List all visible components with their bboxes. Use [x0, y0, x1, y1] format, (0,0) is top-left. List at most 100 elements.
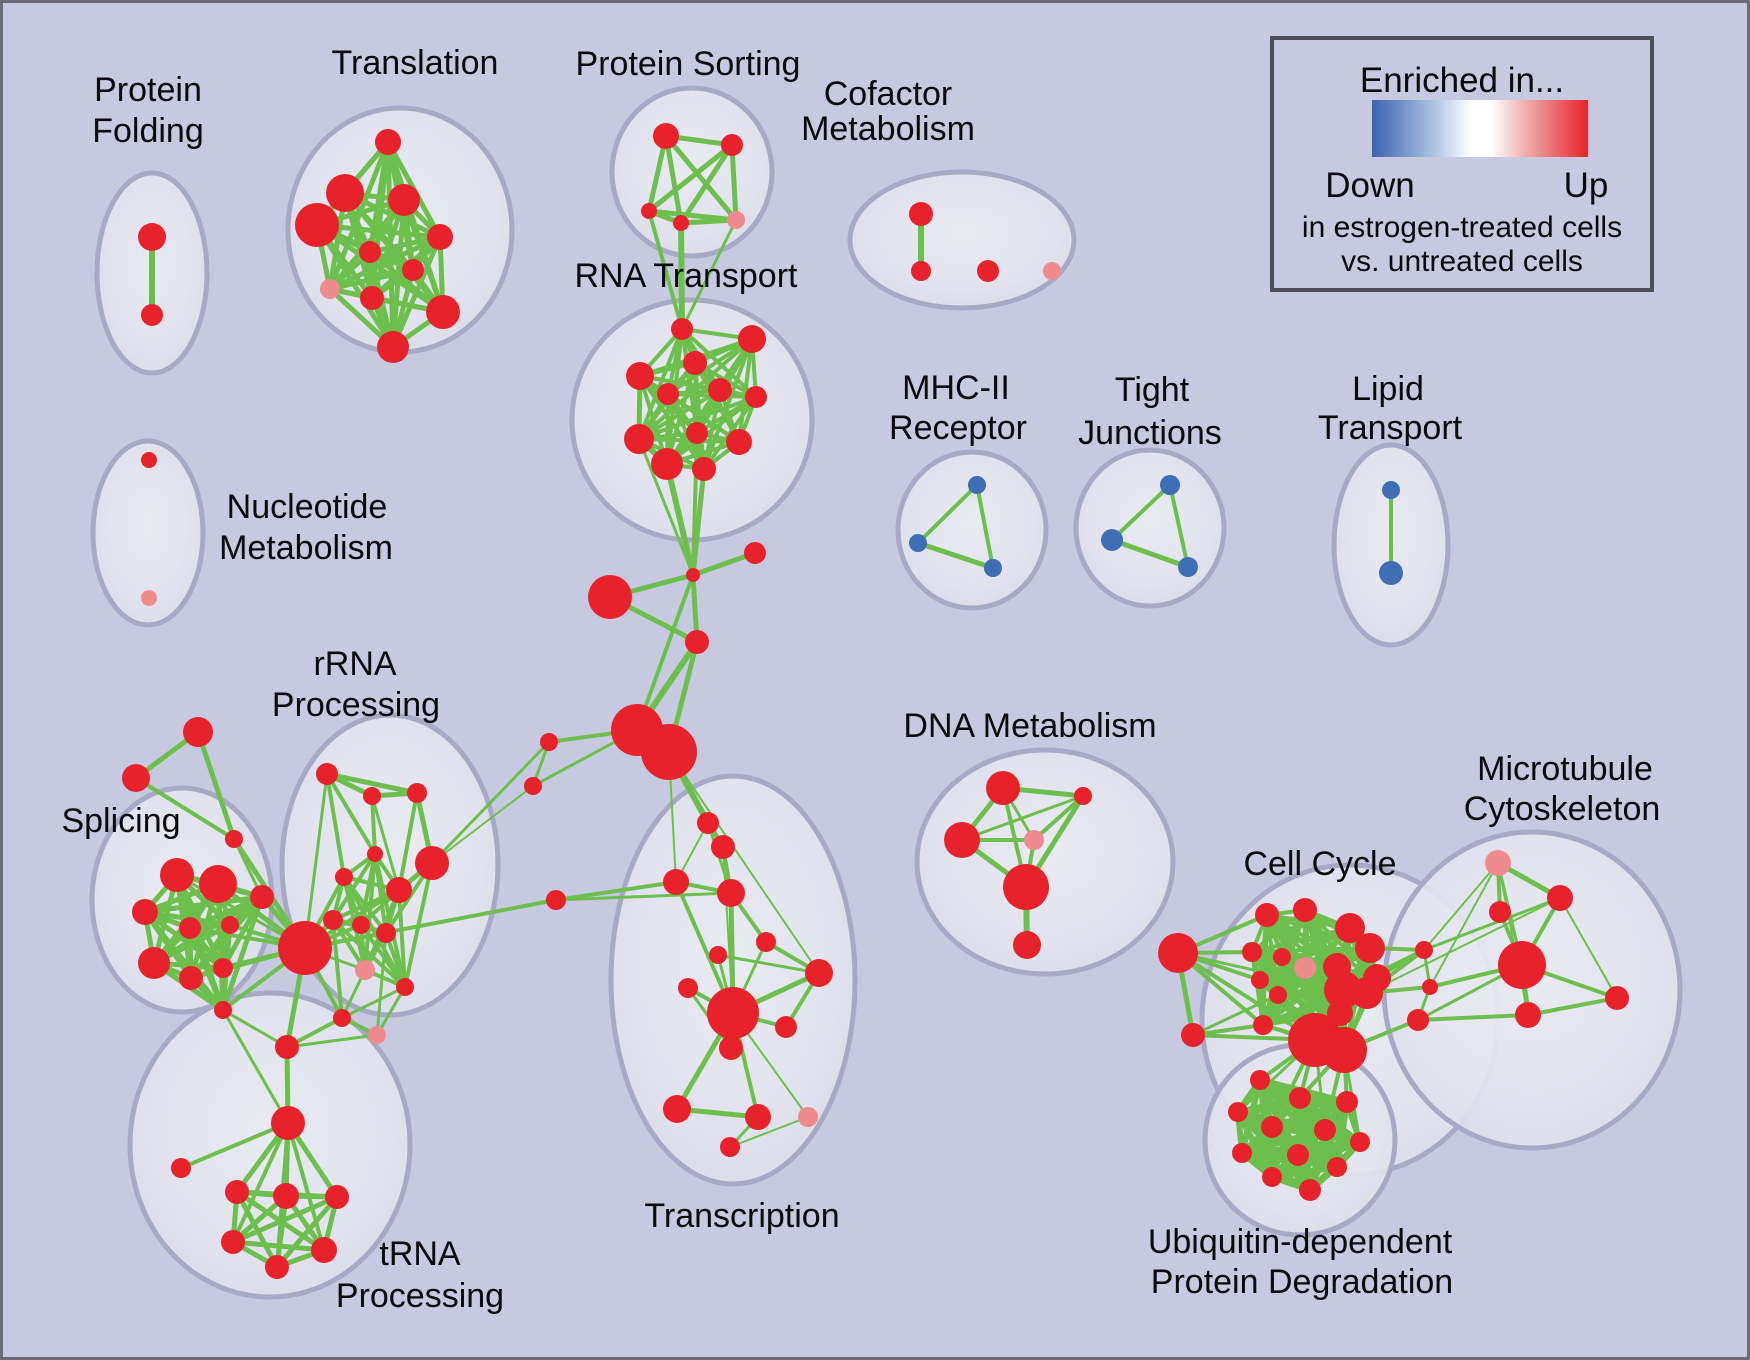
network-edge	[665, 395, 758, 466]
network-node-red	[122, 764, 150, 792]
network-node-red	[1255, 903, 1279, 927]
legend-title: Enriched in...	[1360, 61, 1564, 100]
network-edge	[286, 1121, 326, 1252]
legend-up-label: Up	[1564, 166, 1609, 205]
cluster-label-dna-metabolism: DNA Metabolism	[903, 707, 1156, 745]
cluster-label-cell-cycle: Cell Cycle	[1243, 845, 1396, 883]
network-edge	[1423, 862, 1499, 951]
network-node-red	[225, 830, 243, 848]
network-node-red	[653, 123, 679, 149]
cluster-ellipse-dna-metabolism	[914, 747, 1176, 977]
network-node-red	[171, 1158, 191, 1178]
network-node-red	[805, 959, 833, 987]
network-node-red	[363, 787, 381, 805]
network-node-pink	[1485, 850, 1511, 876]
network-node-red	[316, 763, 338, 785]
network-node-red	[719, 1036, 743, 1060]
network-node-blue	[1160, 475, 1180, 495]
network-node-red	[686, 422, 708, 444]
network-edge	[195, 729, 237, 842]
network-edge	[915, 540, 996, 571]
network-edge	[325, 772, 377, 856]
network-node-red	[1273, 948, 1291, 966]
network-node-red	[678, 978, 698, 998]
legend-box	[1270, 36, 1654, 292]
network-node-red	[352, 916, 370, 934]
cluster-label-protein-sorting: Protein Sorting	[576, 45, 801, 83]
network-node-red	[641, 724, 697, 780]
cluster-label-splicing: Splicing	[61, 802, 180, 840]
network-node-red	[132, 899, 158, 925]
cluster-ellipse-tight-junctions	[1073, 447, 1227, 609]
network-node-red	[775, 1016, 797, 1038]
network-node-blue	[1379, 561, 1403, 585]
network-edge	[324, 771, 420, 796]
network-node-red	[367, 846, 383, 862]
network-edge	[554, 891, 733, 902]
network-edge	[231, 1121, 290, 1244]
cluster-label-microtubule-cytoskeleton: Cytoskeleton	[1464, 790, 1661, 828]
network-edge	[1168, 483, 1190, 569]
network-node-red	[697, 812, 719, 834]
cluster-ellipse-nucleotide-metabolism	[90, 438, 206, 628]
network-node-red	[588, 575, 632, 619]
cluster-label-ubiquitin-degradation: Ubiquitin-dependent	[1148, 1223, 1453, 1261]
network-node-red	[686, 568, 700, 582]
cluster-label-nucleotide-metabolism: Nucleotide	[227, 488, 388, 526]
network-node-red	[1327, 1000, 1353, 1026]
network-node-red	[540, 733, 558, 751]
network-edge	[397, 888, 407, 989]
cluster-label-lipid-transport: Transport	[1318, 409, 1463, 447]
network-node-red	[265, 1255, 289, 1279]
network-node-red	[1287, 1144, 1309, 1166]
network-edge	[554, 880, 678, 902]
network-node-red	[685, 630, 709, 654]
network-edge	[303, 772, 329, 950]
network-node-red	[744, 542, 766, 564]
network-node-red	[1250, 1070, 1270, 1090]
network-node-red	[1515, 1002, 1541, 1028]
cluster-label-tight-junctions: Tight	[1115, 371, 1190, 409]
network-node-red	[375, 129, 401, 155]
network-node-red	[1293, 898, 1317, 922]
network-node-pink	[368, 1026, 386, 1044]
network-node-red	[1605, 986, 1629, 1010]
network-node-red	[138, 223, 166, 251]
network-node-red	[275, 1035, 299, 1059]
network-node-red	[1489, 901, 1511, 923]
network-node-red	[1261, 1116, 1283, 1138]
cluster-label-cofactor-metabolism: Metabolism	[801, 110, 975, 148]
network-node-red	[179, 917, 201, 939]
cluster-label-ubiquitin-degradation: Protein Degradation	[1151, 1263, 1453, 1301]
cluster-ellipse-cofactor-metabolism	[847, 169, 1077, 311]
network-edge	[678, 220, 685, 332]
network-edge	[370, 794, 377, 856]
cluster-label-lipid-transport: Lipid	[1352, 370, 1424, 408]
network-node-red	[386, 877, 412, 903]
network-edge	[647, 209, 684, 331]
network-edge	[716, 953, 821, 975]
network-node-red	[1242, 942, 1262, 962]
network-node-red	[138, 947, 170, 979]
network-node-red	[546, 890, 566, 910]
legend-caption-line2: vs. untreated cells	[1341, 245, 1583, 278]
network-node-red	[1251, 971, 1269, 989]
cluster-label-protein-folding: Protein	[94, 71, 202, 109]
network-node-red	[726, 429, 752, 455]
network-edge	[668, 751, 820, 974]
network-node-red	[1314, 1119, 1336, 1141]
network-node-pink	[1294, 957, 1316, 979]
network-node-red	[709, 946, 727, 964]
network-node-red	[745, 1104, 771, 1130]
network-node-red	[1289, 1087, 1311, 1109]
network-node-pink	[798, 1107, 818, 1127]
network-node-red	[1415, 941, 1433, 959]
network-node-pink	[141, 590, 157, 606]
network-node-red	[388, 184, 420, 216]
network-node-red	[1336, 1091, 1358, 1113]
network-node-pink	[727, 211, 745, 229]
network-node-red	[909, 202, 933, 226]
